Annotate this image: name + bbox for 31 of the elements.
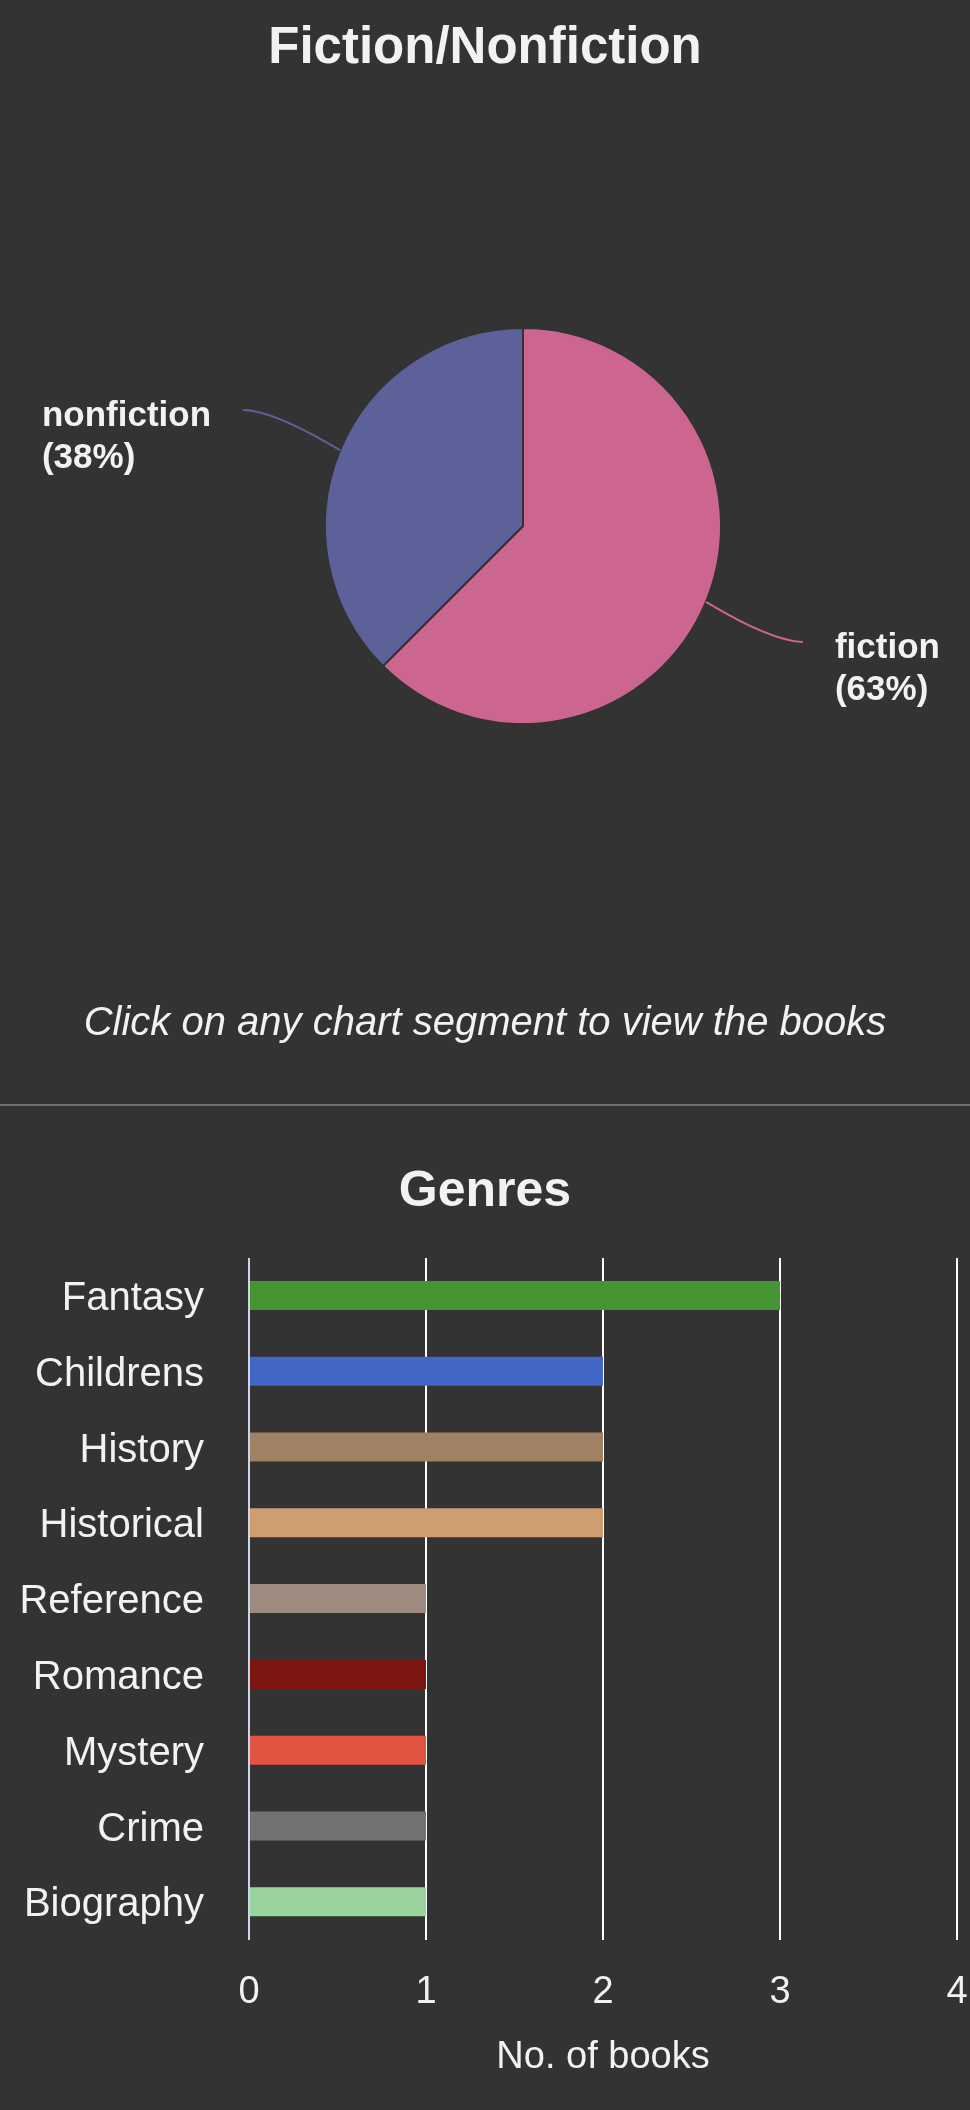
y-tick-label: Crime <box>97 1804 204 1849</box>
bar <box>249 1735 426 1765</box>
bar <box>249 1508 603 1538</box>
bar <box>249 1659 426 1689</box>
y-tick-label: Mystery <box>64 1728 204 1773</box>
text: Click on any chart segment to view the books <box>82 998 888 1045</box>
data-label: (63%) <box>834 667 929 707</box>
bar <box>249 1887 426 1917</box>
bar <box>249 1356 603 1386</box>
x-tick-label: 2 <box>592 1968 614 2011</box>
slice-label: nonfiction <box>41 394 212 434</box>
bar <box>249 1584 426 1614</box>
y-tick-label: Romance <box>32 1652 204 1697</box>
y-tick-label: Childrens <box>35 1349 204 1394</box>
bar <box>249 1811 426 1841</box>
x-axis-title: No. of books <box>496 2034 710 2076</box>
x-tick-label: 3 <box>769 1968 791 2011</box>
x-tick-label: 4 <box>946 1968 968 2011</box>
y-tick-label: Historical <box>39 1501 204 1546</box>
chart-title: Fiction/Nonfiction <box>267 16 703 76</box>
chart-title: Genres <box>397 1160 573 1219</box>
x-tick-label: 1 <box>415 1968 437 2011</box>
bar <box>249 1281 780 1310</box>
slice-label: fiction <box>834 625 940 665</box>
bar <box>249 1432 603 1462</box>
y-tick-label: Fantasy <box>61 1274 204 1319</box>
y-tick-label: Reference <box>19 1577 204 1622</box>
x-tick-label: 0 <box>238 1968 260 2011</box>
y-tick-label: History <box>79 1425 204 1470</box>
y-tick-label: Biography <box>23 1880 204 1925</box>
data-label: (38%) <box>41 436 136 476</box>
